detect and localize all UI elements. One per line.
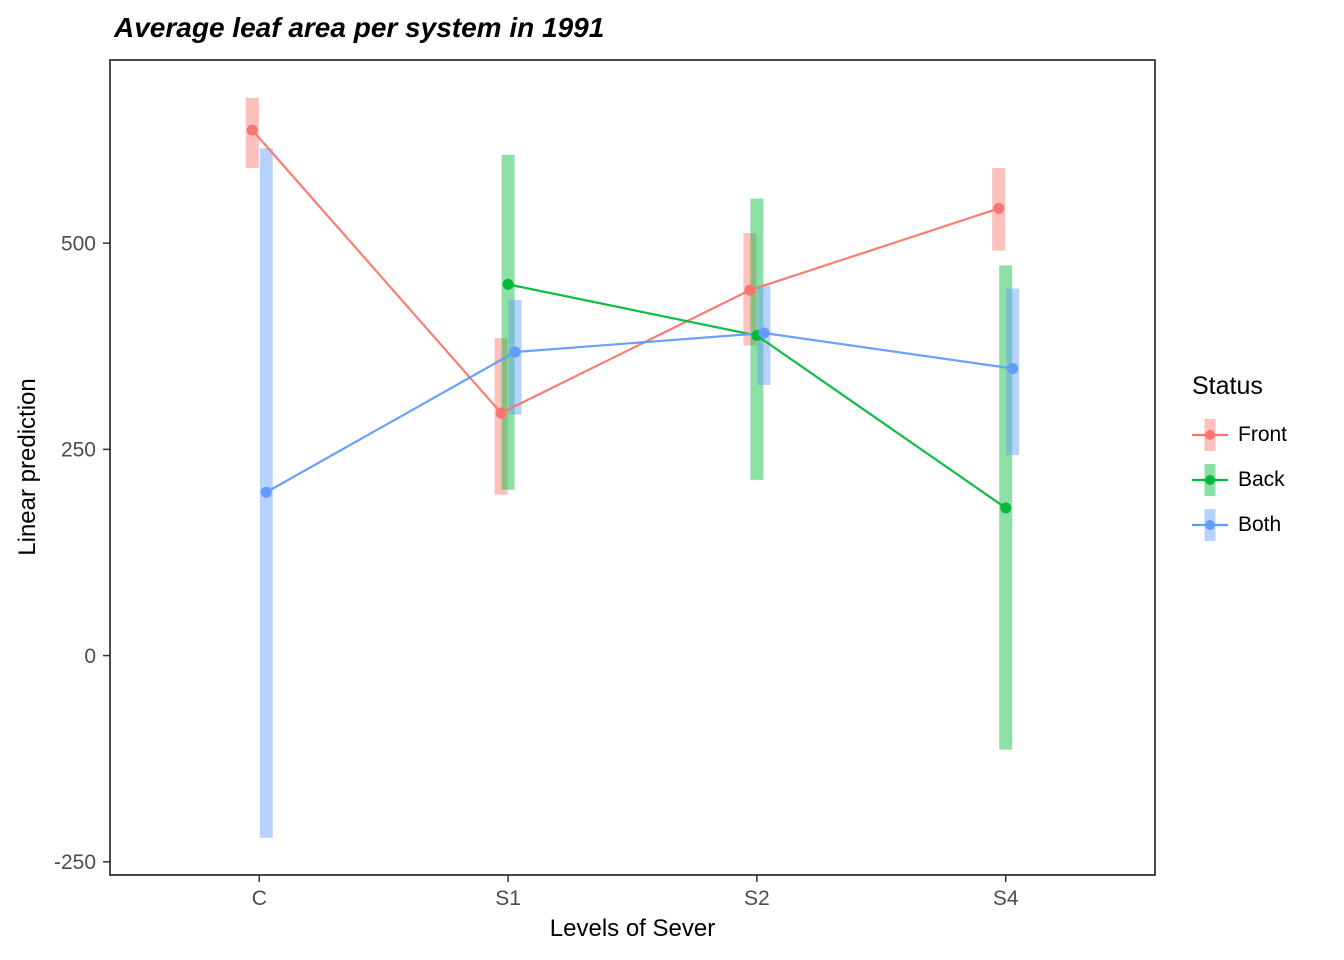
legend-key-back [1192,464,1228,496]
legend-key-point [1205,475,1215,485]
y-tick-label: 500 [61,232,96,255]
y-tick-label: 0 [84,645,96,668]
data-point [1007,363,1019,375]
data-point [260,486,272,498]
data-points [246,124,1019,514]
y-tick-label: 250 [61,439,96,462]
x-tick-label: S1 [495,887,521,910]
legend-key-point [1205,520,1215,530]
x-axis: C S1 S2 S4 [252,875,1019,910]
y-tick-label: -250 [54,851,96,874]
data-point [502,278,514,290]
chart-title: Average leaf area per system in 1991 [114,12,605,43]
legend-key-front [1192,419,1228,451]
legend-entry-label: Back [1238,468,1285,491]
data-point [993,202,1005,214]
legend-entry-front: Front [1192,417,1287,453]
series-line [265,331,1013,494]
legend-entry-label: Both [1238,513,1282,536]
data-point [758,327,770,339]
x-tick-label: S2 [744,887,770,910]
panel-border [109,59,1156,876]
x-tick-label: S4 [993,887,1019,910]
legend-entry-label: Front [1238,423,1288,446]
legend-key-point [1205,430,1215,440]
ci-bar [501,154,515,490]
data-point [509,346,521,358]
data-point [1000,502,1012,514]
series-line [251,129,1000,415]
legend-key-both [1192,509,1228,541]
x-tick-label: C [252,887,267,910]
legend-title: Status [1192,372,1263,400]
legend: Status Front Back Both [1192,372,1287,552]
x-axis-title: Levels of Sever [549,915,716,942]
legend-entry-back: Back [1192,462,1287,498]
legend-entry-both: Both [1192,507,1287,543]
data-point [495,407,507,419]
data-point [744,284,756,296]
y-axis: -250 0 250 500 [54,232,110,874]
panel-background [110,60,1155,875]
data-point [246,124,258,136]
y-axis-title: Linear prediction [14,378,41,556]
